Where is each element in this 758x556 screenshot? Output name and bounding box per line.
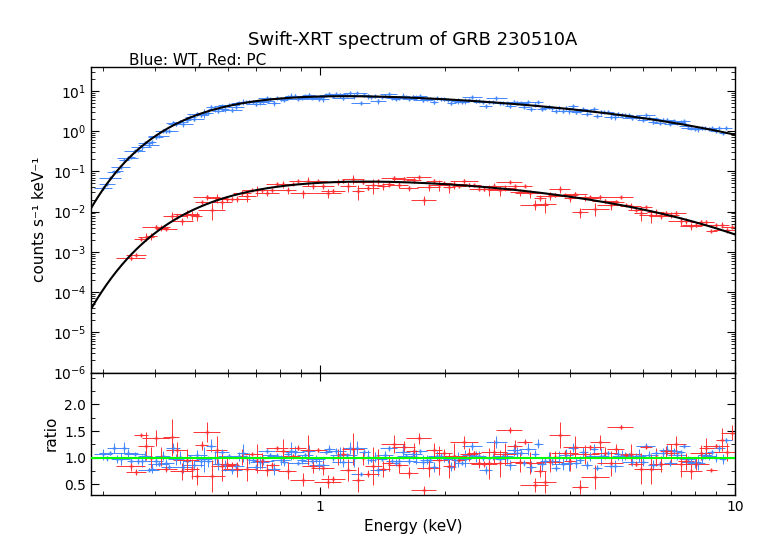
Y-axis label: counts s⁻¹ keV⁻¹: counts s⁻¹ keV⁻¹ <box>32 157 47 282</box>
Text: Blue: WT, Red: PC: Blue: WT, Red: PC <box>129 53 266 68</box>
Text: Swift-XRT spectrum of GRB 230510A: Swift-XRT spectrum of GRB 230510A <box>249 31 578 48</box>
X-axis label: Energy (keV): Energy (keV) <box>364 519 462 534</box>
Y-axis label: ratio: ratio <box>43 416 58 451</box>
